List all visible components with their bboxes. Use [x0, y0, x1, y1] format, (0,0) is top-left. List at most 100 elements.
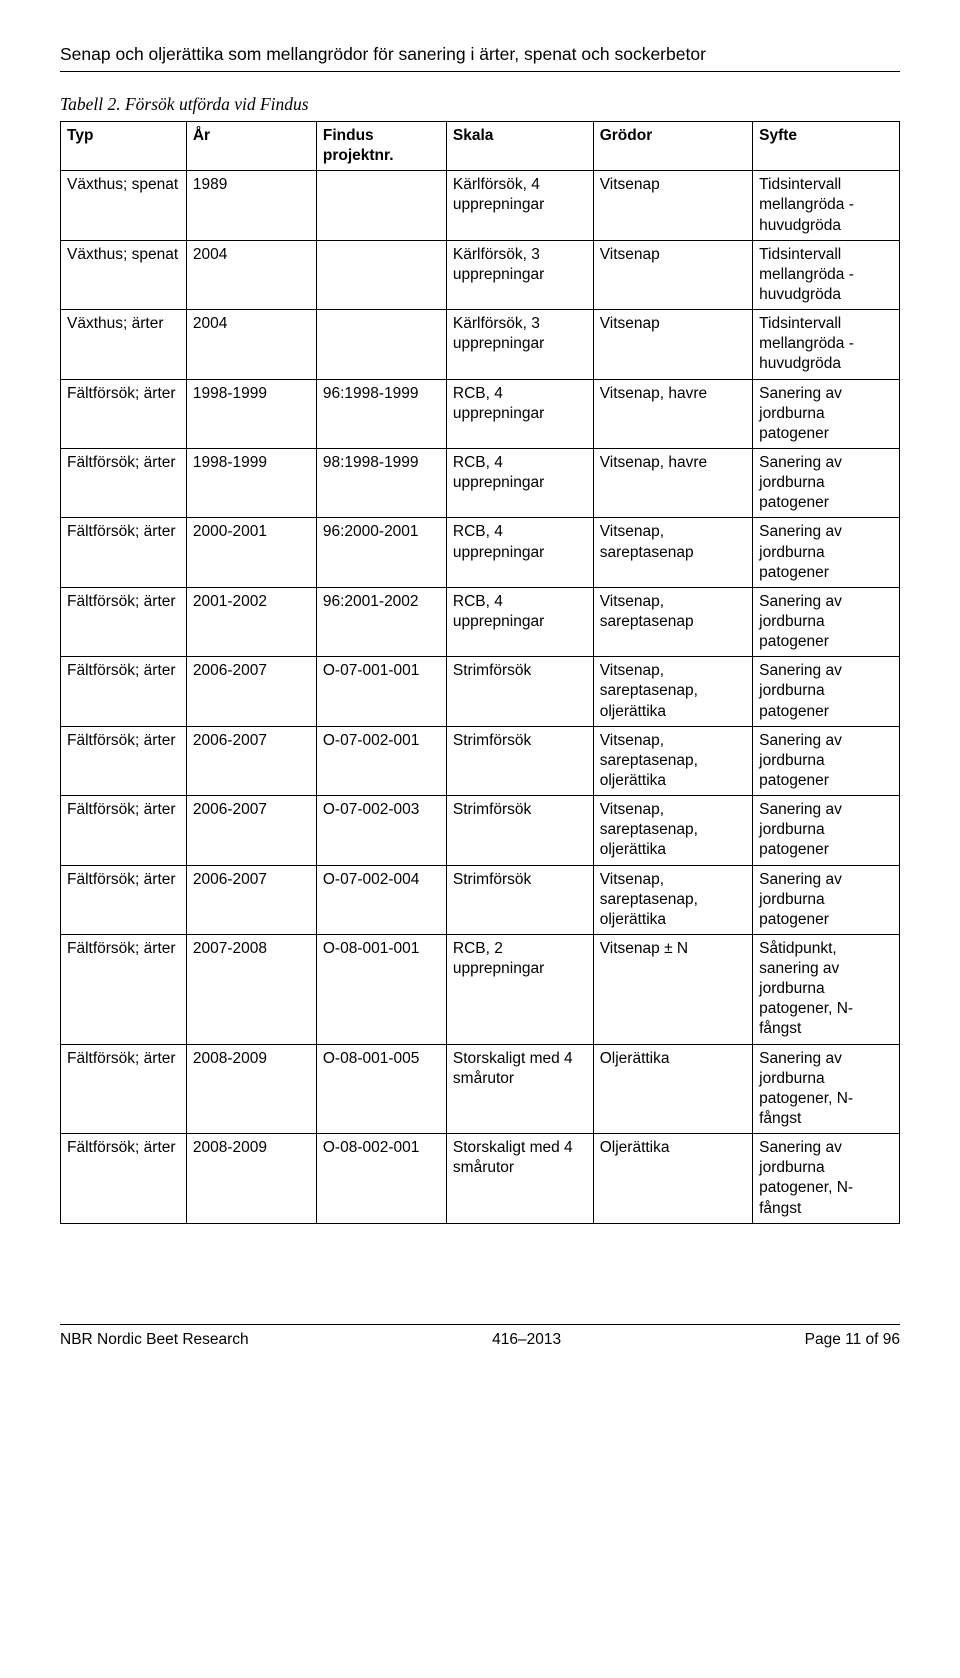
table-cell: Strimförsök: [446, 726, 593, 795]
page-container: Senap och oljerättika som mellangrödor f…: [0, 0, 960, 1377]
table-cell: 98:1998-1999: [316, 448, 446, 517]
table-cell: 2001-2002: [186, 587, 316, 656]
table-cell: Storskaligt med 4 smårutor: [446, 1134, 593, 1224]
table-cell: Sanering av jordburna patogener: [753, 865, 900, 934]
table-cell: Vitsenap, havre: [593, 448, 752, 517]
table-cell: 2008-2009: [186, 1044, 316, 1134]
table-cell: 2008-2009: [186, 1134, 316, 1224]
table-cell: 2000-2001: [186, 518, 316, 587]
table-header-row: Typ År Findus projektnr. Skala Grödor Sy…: [61, 122, 900, 171]
table-cell: Sanering av jordburna patogener, N-fångs…: [753, 1134, 900, 1224]
table-cell: Sanering av jordburna patogener, N-fångs…: [753, 1044, 900, 1134]
table-cell: Vitsenap: [593, 171, 752, 240]
table-cell: Såtidpunkt, sanering av jordburna patoge…: [753, 934, 900, 1044]
table-cell: Vitsenap, sareptasenap, oljerättika: [593, 657, 752, 726]
table-cell: O-07-002-003: [316, 796, 446, 865]
table-cell: RCB, 4 upprepningar: [446, 448, 593, 517]
page-footer: NBR Nordic Beet Research 416–2013 Page 1…: [60, 1324, 900, 1349]
table-cell: Tidsintervall mellangröda - huvudgröda: [753, 310, 900, 379]
table-cell: Vitsenap, sareptasenap, oljerättika: [593, 865, 752, 934]
table-cell: Vitsenap, sareptasenap: [593, 518, 752, 587]
table-cell: Vitsenap: [593, 310, 752, 379]
footer-left: NBR Nordic Beet Research: [60, 1331, 249, 1349]
table-cell: O-07-001-001: [316, 657, 446, 726]
table-cell: Kärlförsök, 4 upprepningar: [446, 171, 593, 240]
table-row: Fältförsök; ärter2006-2007O-07-002-001St…: [61, 726, 900, 795]
table-cell: Strimförsök: [446, 796, 593, 865]
footer-center: 416–2013: [492, 1331, 561, 1349]
table-cell: Sanering av jordburna patogener: [753, 657, 900, 726]
table-cell: Kärlförsök, 3 upprepningar: [446, 240, 593, 309]
table-cell: Vitsenap, sareptasenap, oljerättika: [593, 726, 752, 795]
table-cell: Växthus; ärter: [61, 310, 187, 379]
table-cell: Vitsenap, havre: [593, 379, 752, 448]
table-cell: Strimförsök: [446, 865, 593, 934]
table-cell: Växthus; spenat: [61, 240, 187, 309]
table-cell: Sanering av jordburna patogener: [753, 379, 900, 448]
table-cell: Sanering av jordburna patogener: [753, 796, 900, 865]
table-cell: O-07-002-001: [316, 726, 446, 795]
table-cell: Sanering av jordburna patogener: [753, 518, 900, 587]
col-header: Syfte: [753, 122, 900, 171]
table-cell: 2006-2007: [186, 726, 316, 795]
table-cell: Sanering av jordburna patogener: [753, 726, 900, 795]
table-cell: Fältförsök; ärter: [61, 657, 187, 726]
table-cell: Fältförsök; ärter: [61, 379, 187, 448]
table-cell: Sanering av jordburna patogener: [753, 587, 900, 656]
table-cell: RCB, 4 upprepningar: [446, 379, 593, 448]
table-row: Växthus; spenat2004 Kärlförsök, 3 upprepn…: [61, 240, 900, 309]
table-cell: Kärlförsök, 3 upprepningar: [446, 310, 593, 379]
running-header: Senap och oljerättika som mellangrödor f…: [60, 44, 900, 72]
table-row: Fältförsök; ärter2008-2009O-08-002-001St…: [61, 1134, 900, 1224]
table-cell: Tidsintervall mellangröda - huvudgröda: [753, 171, 900, 240]
table-cell: [316, 171, 446, 240]
col-header: Findus projektnr.: [316, 122, 446, 171]
table-cell: Sanering av jordburna patogener: [753, 448, 900, 517]
col-header: Typ: [61, 122, 187, 171]
table-row: Fältförsök; ärter2000-200196:2000-2001RC…: [61, 518, 900, 587]
table-cell: Vitsenap ± N: [593, 934, 752, 1044]
col-header: År: [186, 122, 316, 171]
table-cell: Fältförsök; ärter: [61, 448, 187, 517]
footer-right: Page 11 of 96: [805, 1331, 900, 1349]
table-row: Fältförsök; ärter2007-2008O-08-001-001RC…: [61, 934, 900, 1044]
table-cell: RCB, 4 upprepningar: [446, 518, 593, 587]
table-row: Växthus; ärter2004 Kärlförsök, 3 upprepni…: [61, 310, 900, 379]
table-cell: Fältförsök; ärter: [61, 587, 187, 656]
table-cell: O-08-001-001: [316, 934, 446, 1044]
table-cell: 96:2001-2002: [316, 587, 446, 656]
table-cell: 96:2000-2001: [316, 518, 446, 587]
table-cell: Vitsenap, sareptasenap, oljerättika: [593, 796, 752, 865]
table-cell: Vitsenap, sareptasenap: [593, 587, 752, 656]
table-cell: 1998-1999: [186, 379, 316, 448]
table-cell: Oljerättika: [593, 1134, 752, 1224]
table-cell: Växthus; spenat: [61, 171, 187, 240]
table-caption: Tabell 2. Försök utförda vid Findus: [60, 94, 900, 115]
table-cell: 1989: [186, 171, 316, 240]
table-cell: RCB, 4 upprepningar: [446, 587, 593, 656]
table-cell: 96:1998-1999: [316, 379, 446, 448]
table-cell: Fältförsök; ärter: [61, 1134, 187, 1224]
table-cell: Fältförsök; ärter: [61, 518, 187, 587]
table-cell: Fältförsök; ärter: [61, 865, 187, 934]
table-row: Fältförsök; ärter1998-199998:1998-1999RC…: [61, 448, 900, 517]
col-header: Skala: [446, 122, 593, 171]
table-row: Växthus; spenat1989 Kärlförsök, 4 upprepn…: [61, 171, 900, 240]
table-cell: 2004: [186, 310, 316, 379]
col-header: Grödor: [593, 122, 752, 171]
table-row: Fältförsök; ärter2001-200296:2001-2002RC…: [61, 587, 900, 656]
table-cell: RCB, 2 upprepningar: [446, 934, 593, 1044]
table-cell: Fältförsök; ärter: [61, 726, 187, 795]
table-row: Fältförsök; ärter2006-2007O-07-002-003St…: [61, 796, 900, 865]
table-cell: O-08-001-005: [316, 1044, 446, 1134]
table-cell: 1998-1999: [186, 448, 316, 517]
table-cell: [316, 240, 446, 309]
table-row: Fältförsök; ärter2006-2007O-07-002-004St…: [61, 865, 900, 934]
table-cell: [316, 310, 446, 379]
table-cell: Vitsenap: [593, 240, 752, 309]
table-cell: 2006-2007: [186, 657, 316, 726]
table-cell: 2004: [186, 240, 316, 309]
table-cell: Storskaligt med 4 smårutor: [446, 1044, 593, 1134]
table-cell: Strimförsök: [446, 657, 593, 726]
table-cell: Oljerättika: [593, 1044, 752, 1134]
